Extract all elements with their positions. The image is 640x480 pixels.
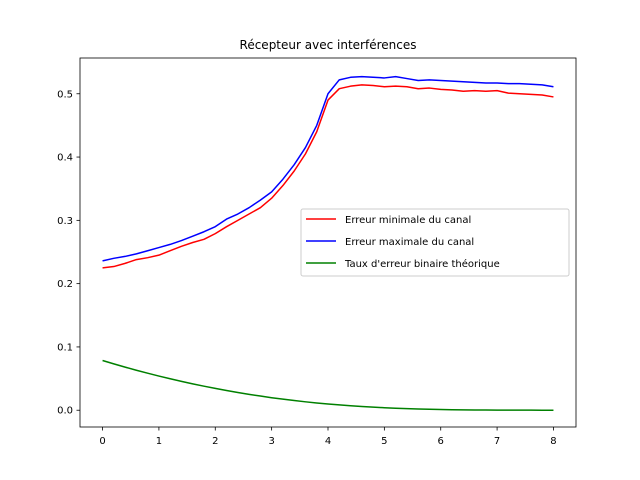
x-tick-label: 7 [494, 436, 500, 447]
series-line-2 [102, 75, 554, 262]
x-tick-label: 2 [212, 436, 218, 447]
y-tick-label: 0.2 [57, 279, 73, 290]
y-tick-label: 0.1 [57, 342, 73, 353]
y-tick-label: 0.0 [57, 406, 73, 417]
legend-box [300, 208, 570, 277]
axes-layer: 0 1 2 3 4 5 6 7 8 0.0 0.1 0.2 0.3 0.4 0.5 [57, 57, 577, 447]
legend-label-3: Taux d'erreur binaire théorique [344, 258, 500, 270]
x-tick-label: 6 [438, 436, 444, 447]
legend-label-2: Erreur maximale du canal [345, 237, 474, 248]
x-tick-label: 3 [268, 436, 274, 447]
y-tick-label: 0.3 [57, 216, 73, 227]
x-tick-label: 4 [325, 436, 331, 447]
series-layer [102, 75, 554, 411]
y-tick-label: 0.5 [57, 89, 73, 100]
y-tick-label: 0.4 [57, 153, 73, 164]
series-line-3 [102, 359, 554, 411]
x-tick-label: 1 [156, 436, 162, 447]
x-tick-label: 0 [99, 436, 105, 447]
x-tick-label: 8 [550, 436, 556, 447]
series-line-1 [102, 84, 554, 269]
legend: Erreur minimale du canal Erreur maximale … [300, 208, 570, 277]
legend-label-1: Erreur minimale du canal [345, 215, 471, 226]
x-tick-label: 5 [381, 436, 387, 447]
chart-title: Récepteur avec interférences [240, 38, 417, 52]
